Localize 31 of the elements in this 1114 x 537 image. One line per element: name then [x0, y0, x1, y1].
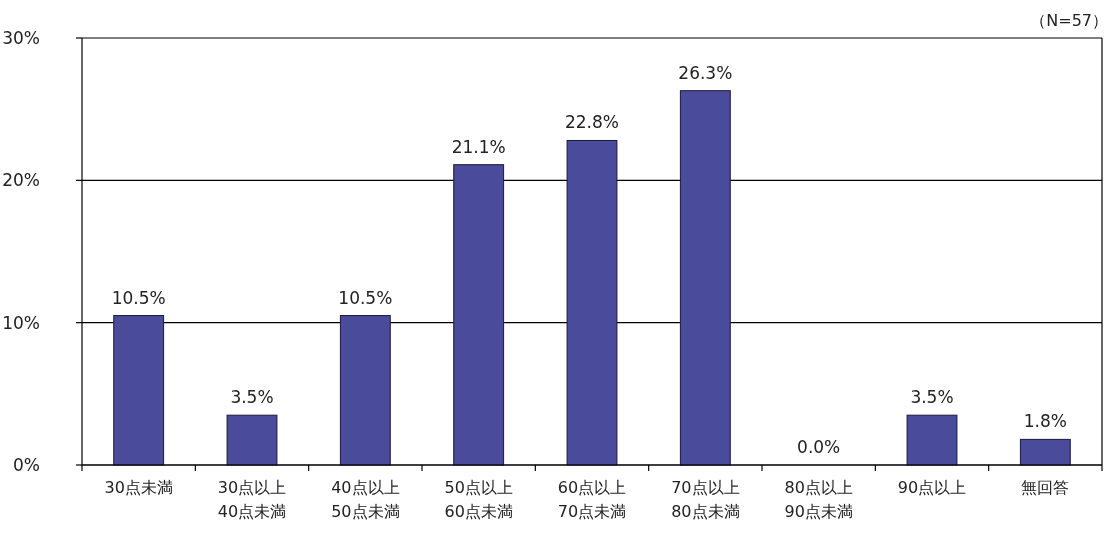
data-label: 26.3% [678, 62, 733, 83]
y-tick-label: 10% [2, 312, 40, 333]
data-label: 10.5% [111, 287, 166, 308]
x-tick-label: 40点以上 50点未満 [331, 478, 400, 521]
data-label: 1.8% [1023, 411, 1067, 432]
x-tick-label: 60点以上 70点未満 [557, 478, 627, 521]
x-tick-label: 30点以上 40点未満 [217, 478, 287, 521]
bar [1019, 438, 1071, 466]
y-tick-label: 0% [13, 455, 40, 475]
data-label: 3.5% [230, 387, 274, 408]
data-label: 0.0% [797, 437, 841, 457]
data-label: 21.1% [451, 136, 506, 157]
x-tick-label: 80点以上 90点未満 [784, 478, 853, 521]
bar [906, 414, 958, 466]
x-tick-label: 30点未満 [104, 478, 173, 497]
x-tick-label: 50点以上 60点未満 [444, 478, 513, 521]
bar [339, 315, 391, 466]
bar [453, 164, 505, 466]
x-tick-label: 70点以上 80点未満 [671, 478, 740, 521]
x-tick-label: 90点以上 [897, 478, 967, 497]
text: （N=57） [1030, 11, 1108, 30]
y-tick-label: 30% [2, 28, 40, 48]
data-label: 10.5% [338, 287, 393, 308]
bar [226, 414, 278, 466]
y-tick-label: 20% [2, 170, 40, 191]
bar [566, 139, 618, 466]
bar [679, 90, 731, 466]
x-tick-label: 無回答 [1021, 478, 1070, 497]
data-label: 22.8% [564, 112, 620, 133]
bar [113, 315, 165, 466]
data-label: 3.5% [910, 387, 954, 408]
